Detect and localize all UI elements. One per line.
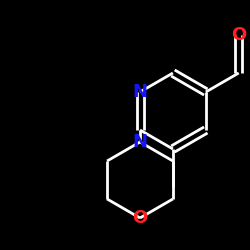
Text: N: N xyxy=(132,83,148,101)
Text: O: O xyxy=(132,209,148,227)
Text: O: O xyxy=(231,26,246,44)
Text: N: N xyxy=(132,133,148,151)
